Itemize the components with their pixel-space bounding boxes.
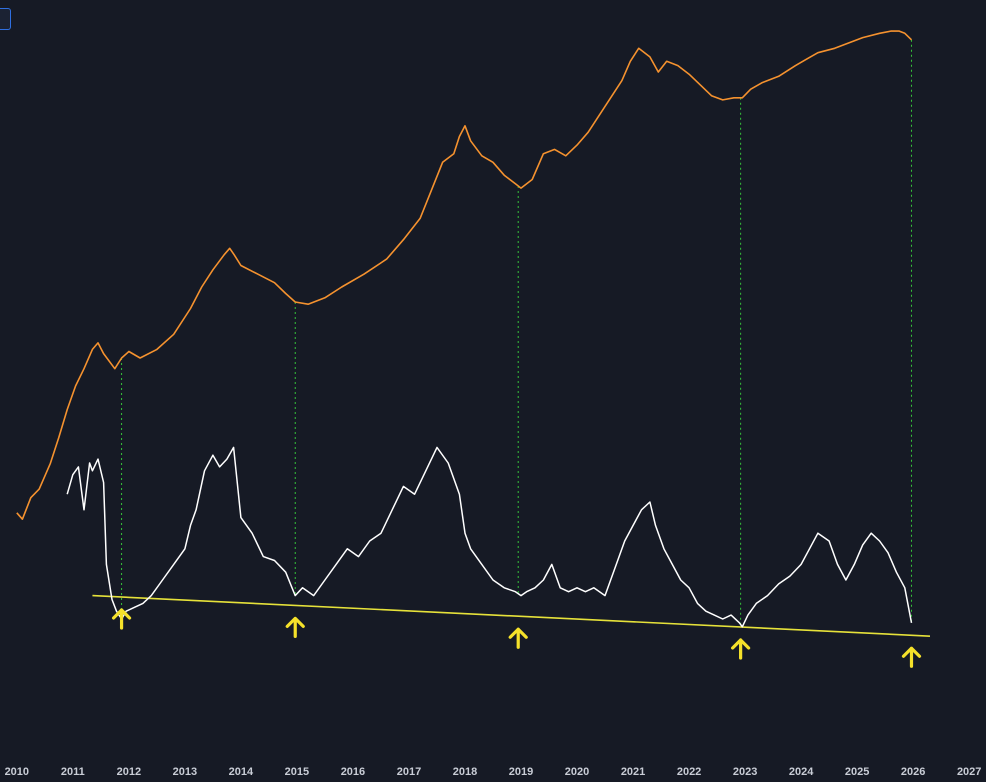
x-tick-label: 2011 [61, 766, 85, 778]
x-axis: 2010 2011 2012 2013 2014 2015 2016 2017 2018 2019… [5, 766, 982, 778]
x-tick-label: 2025 [845, 766, 869, 778]
x-tick-label: 2023 [733, 766, 757, 778]
cycle-low-arrow-1 [111, 608, 132, 630]
cycle-low-arrow-4 [731, 638, 751, 660]
x-tick-label: 2018 [453, 766, 477, 778]
x-tick-label: 2024 [789, 766, 814, 778]
corner-badge[interactable] [0, 8, 11, 30]
x-tick-label: 2012 [117, 766, 141, 778]
support-trendline [92, 594, 931, 637]
trendline-group [92, 594, 931, 637]
arrow-group [111, 608, 922, 668]
cycle-low-arrow-5 [901, 646, 922, 668]
x-tick-label: 2022 [677, 766, 701, 778]
oscillator-line [66, 446, 913, 628]
x-tick-label: 2017 [397, 766, 421, 778]
x-tick-label: 2026 [901, 766, 925, 778]
x-tick-label: 2027 [957, 766, 981, 778]
cycle-marker-lines [121, 39, 912, 625]
x-tick-label: 2010 [5, 766, 29, 778]
x-tick-label: 2020 [565, 766, 589, 778]
x-tick-label: 2016 [341, 766, 365, 778]
x-tick-label: 2014 [229, 766, 254, 778]
cycle-low-arrow-2 [285, 616, 305, 639]
cycle-low-arrow-3 [508, 627, 528, 649]
x-tick-label: 2019 [509, 766, 533, 778]
x-tick-label: 2015 [285, 766, 309, 778]
x-tick-label: 2021 [621, 766, 645, 778]
series-group [16, 30, 913, 628]
x-tick-label: 2013 [173, 766, 197, 778]
price-line [16, 30, 913, 521]
